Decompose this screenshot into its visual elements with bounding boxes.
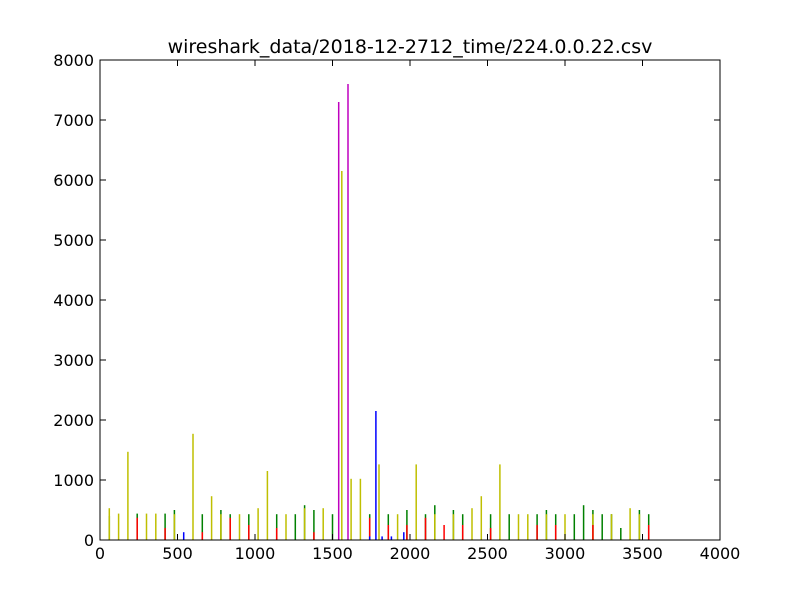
bar-blue-5 <box>403 532 405 540</box>
bar-yellow-9 <box>238 514 241 540</box>
bars-layer <box>108 84 650 540</box>
bar-red-11 <box>443 525 445 540</box>
bar-green-28 <box>601 514 603 540</box>
bar-yellow-27 <box>527 514 529 540</box>
bar-yellow-29 <box>564 514 566 540</box>
y-tick-label: 7000 <box>53 111 94 130</box>
bar-red-9 <box>406 525 408 540</box>
bar-yellow-17 <box>359 478 362 540</box>
bar-blue-2 <box>375 411 377 540</box>
bar-yellow-16 <box>350 478 352 540</box>
bar-green-4 <box>201 514 204 540</box>
bar-green-8 <box>275 514 278 540</box>
x-tick-label: 1500 <box>312 544 353 563</box>
bar-red-6 <box>313 532 315 540</box>
bar-green-30 <box>620 528 622 540</box>
bar-red-8 <box>387 525 390 540</box>
bar-yellow-33 <box>638 514 641 540</box>
bar-red-12 <box>461 525 464 540</box>
bar-magenta-0 <box>337 102 340 540</box>
bar-green-25 <box>573 514 576 540</box>
bar-red-15 <box>554 525 557 540</box>
bar-red-3 <box>229 517 231 540</box>
y-tick-label: 5000 <box>53 231 94 250</box>
bar-yellow-1 <box>117 513 120 540</box>
bar-red-13 <box>489 528 492 540</box>
bar-red-5 <box>275 528 278 540</box>
bar-yellow-4 <box>155 513 157 540</box>
bar-yellow-15 <box>341 171 343 540</box>
bar-yellow-19 <box>396 514 399 540</box>
bar-yellow-2 <box>127 451 129 540</box>
bar-yellow-3 <box>145 513 148 540</box>
bar-yellow-5 <box>173 514 176 540</box>
bar-yellow-13 <box>303 508 306 540</box>
bar-yellow-32 <box>629 508 631 540</box>
bar-blue-3 <box>381 536 383 540</box>
bar-yellow-31 <box>610 514 613 540</box>
bar-red-7 <box>368 517 371 540</box>
bar-yellow-28 <box>545 514 548 540</box>
bar-red-14 <box>536 525 538 540</box>
bar-yellow-24 <box>480 496 483 540</box>
y-axis: 0 1000 2000 3000 4000 5000 6000 7000 8000 <box>53 51 720 550</box>
bar-yellow-14 <box>322 508 324 540</box>
bar-yellow-26 <box>517 514 520 540</box>
bar-yellow-11 <box>266 471 269 540</box>
y-tick-label: 0 <box>84 531 94 550</box>
bar-yellow-20 <box>415 464 417 540</box>
bar-red-10 <box>424 517 427 540</box>
bar-yellow-10 <box>257 508 259 540</box>
x-tick-label: 1000 <box>235 544 276 563</box>
x-tick-label: 0 <box>95 544 105 563</box>
bar-red-17 <box>647 525 650 540</box>
bar-green-26 <box>582 505 585 540</box>
y-tick-label: 8000 <box>53 51 94 70</box>
bar-green-21 <box>508 514 510 540</box>
bar-magenta-1 <box>347 84 349 540</box>
y-tick-label: 3000 <box>53 351 94 370</box>
x-tick-label: 4000 <box>700 544 741 563</box>
x-tick-label: 3000 <box>545 544 586 563</box>
x-tick-label: 3500 <box>622 544 663 563</box>
bar-green-20 <box>489 514 492 540</box>
bar-green-2 <box>164 513 166 540</box>
bar-yellow-7 <box>210 496 213 540</box>
x-tick-label: 500 <box>162 544 193 563</box>
bar-yellow-21 <box>434 514 436 540</box>
bar-red-1 <box>164 528 166 540</box>
y-tick-label: 2000 <box>53 411 94 430</box>
y-tick-label: 1000 <box>53 471 94 490</box>
bar-yellow-12 <box>285 514 287 540</box>
x-tick-label: 2000 <box>390 544 431 563</box>
bar-blue-0 <box>182 532 185 540</box>
x-axis: 0 500 1000 1500 2000 2500 3000 3500 4000 <box>95 60 740 563</box>
bar-green-11 <box>313 510 315 540</box>
bar-blue-1 <box>368 536 371 540</box>
bar-red-2 <box>201 532 204 540</box>
bar-red-0 <box>136 517 138 540</box>
chart-title: wireshark_data/2018-12-2712_time/224.0.0… <box>168 36 653 58</box>
bar-red-4 <box>248 525 250 540</box>
bar-yellow-18 <box>378 464 380 540</box>
y-tick-label: 6000 <box>53 171 94 190</box>
bar-yellow-23 <box>471 508 473 540</box>
bar-green-12 <box>331 514 334 540</box>
bar-yellow-6 <box>192 433 194 540</box>
x-tick-label: 2500 <box>467 544 508 563</box>
bar-yellow-0 <box>108 508 111 540</box>
bar-yellow-22 <box>452 514 455 540</box>
bar-yellow-8 <box>220 514 222 540</box>
bar-red-16 <box>592 525 594 540</box>
bar-yellow-25 <box>499 464 501 540</box>
bar-green-9 <box>294 514 297 540</box>
bar-blue-4 <box>390 536 393 540</box>
y-tick-label: 4000 <box>53 291 94 310</box>
